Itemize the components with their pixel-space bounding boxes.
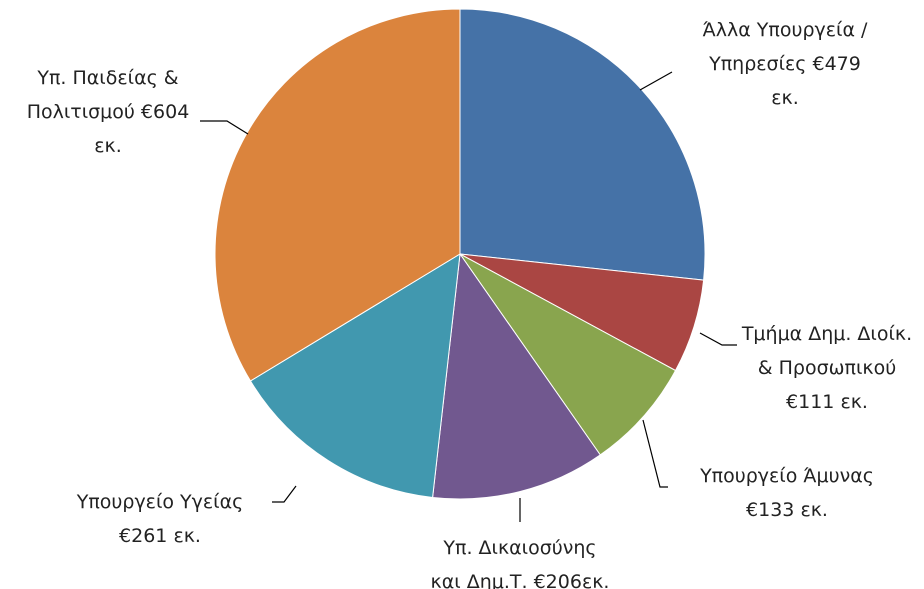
- slice-label: Υπ. Δικαιοσύνης και Δημ.Τ. €206εκ.: [431, 537, 610, 589]
- pie-slice: [249, 253, 461, 499]
- leader-line: [200, 120, 249, 135]
- slice-label: Υπουργείο Υγείας €261 εκ.: [76, 491, 244, 547]
- slice-label: Τμήμα Δημ. Διοίκ. & Προσωπικού €111 εκ.: [741, 323, 912, 413]
- leader-line: [639, 71, 673, 91]
- pie-slice: [432, 252, 601, 500]
- slice-label: Άλλα Υπουργεία / Υπηρεσίες €479 εκ.: [703, 19, 868, 109]
- pie-slice: [459, 253, 677, 456]
- leader-line: [642, 419, 668, 488]
- pie-slice: [459, 8, 706, 281]
- slice-label: Υπ. Παιδείας & Πολιτισμού €604 εκ.: [27, 67, 190, 157]
- slice-label: Υπουργείο Άμυνας €133 εκ.: [699, 465, 874, 521]
- leader-line: [699, 332, 737, 346]
- leader-line: [272, 485, 297, 503]
